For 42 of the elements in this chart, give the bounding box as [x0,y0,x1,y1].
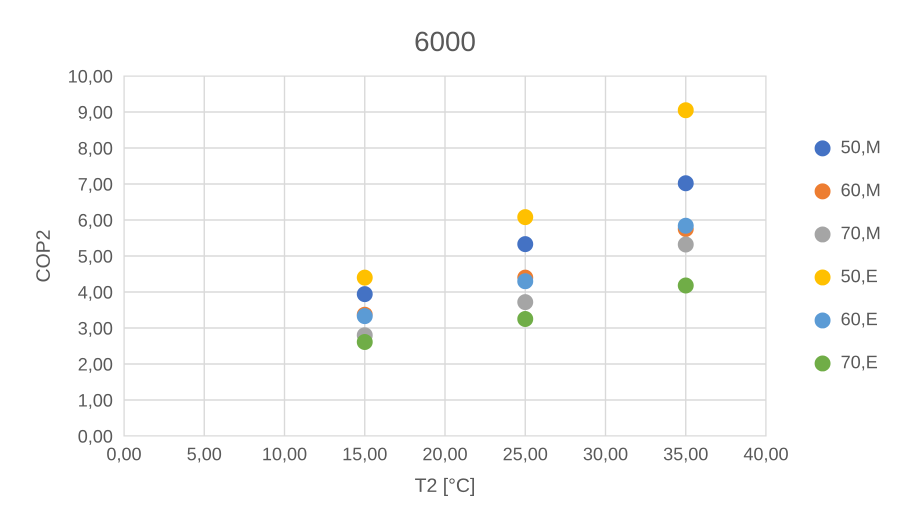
legend-label: 50,M [841,140,880,156]
point [356,270,373,286]
y-tick-label: 1,00 [79,394,112,409]
point [678,278,694,294]
x-tick-label: 25,00 [504,448,548,463]
x-tick-label: 5,00 [187,448,222,463]
x-tick-label: 40,00 [744,448,788,463]
y-tick-label: 7,00 [78,178,112,193]
x-tick-label: 0,00 [107,448,141,463]
y-tick-label: 0,00 [78,430,112,445]
point [517,311,534,327]
point [517,236,534,252]
point [356,334,373,350]
y-tick-label: 10,00 [69,70,112,85]
chart-title: 6000 [416,32,475,52]
point [678,102,694,118]
x-tick-label: 10,00 [263,448,306,463]
y-tick-label: 5,00 [78,250,112,265]
y-tick-label: 8,00 [78,142,112,157]
x-tick-label: 15,00 [344,448,387,463]
y-tick-label: 3,00 [78,322,112,337]
point [356,286,373,302]
legend-label: 60,M [842,184,880,198]
x-axis-title: T2 [°C] [415,478,474,496]
legend-label: 60,E [842,312,877,328]
y-tick-label: 4,00 [78,286,112,301]
y-tick-label: 6,00 [78,214,112,229]
point [678,175,694,192]
point [678,218,694,234]
legend-label: 70,M [842,226,880,242]
y-tick-label: 9,00 [78,106,112,121]
y-axis-title: COP2 [36,230,50,282]
x-tick-label: 30,00 [584,448,628,463]
point [517,209,534,226]
x-tick-label: 35,00 [664,448,708,463]
point [678,236,694,252]
point [517,273,534,290]
y-tick-label: 2,00 [78,358,112,373]
x-tick-label: 20,00 [423,448,467,463]
point [517,294,534,310]
legend-label: 70,E [842,356,877,371]
legend-label: 50,E [841,270,877,284]
